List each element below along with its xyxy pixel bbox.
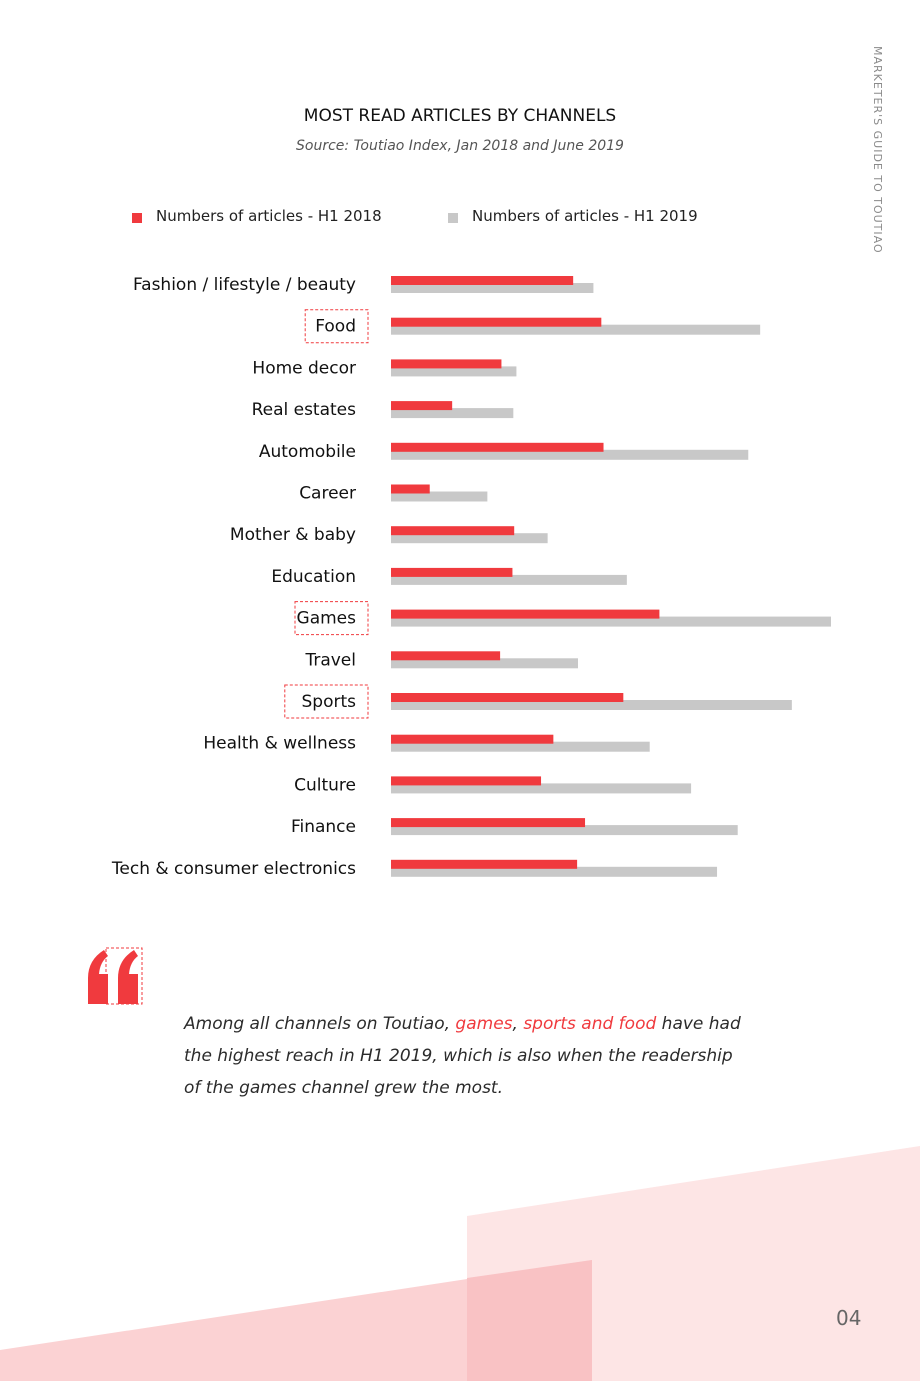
bar-2018-automobile (391, 442, 604, 452)
bar-2019-real-estates (391, 408, 514, 419)
bar-2018-career (391, 484, 430, 494)
category-label-health-wellness: Health & wellness (203, 734, 356, 754)
bar-2019-tech-consumer-electronics (391, 866, 718, 877)
category-label-automobile: Automobile (259, 442, 356, 462)
bar-2019-travel (391, 658, 578, 669)
quote-highlight-sports-food: sports and food (523, 1014, 657, 1034)
bar-2018-culture (391, 776, 542, 786)
category-label-food: Food (315, 317, 356, 337)
bar-2019-home-decor (391, 366, 517, 377)
bar-2018-travel (391, 651, 501, 661)
bar-2019-education (391, 574, 627, 585)
highlight-box-food (304, 309, 369, 344)
category-label-real-estates: Real estates (252, 400, 357, 420)
category-label-career: Career (299, 484, 356, 504)
bar-2019-career (391, 491, 488, 502)
legend-swatch-2019 (448, 213, 458, 223)
category-label-fashion-lifestyle-beauty: Fashion / lifestyle / beauty (133, 275, 356, 295)
bar-2018-finance (391, 818, 586, 828)
quote-mark-icon (88, 947, 143, 1005)
bar-2019-fashion-lifestyle-beauty (391, 283, 594, 293)
category-label-tech-consumer-electronics: Tech & consumer electronics (111, 859, 356, 879)
side-label: MARKETER'S GUIDE TO TOUTIAO (871, 46, 884, 254)
chart-source: Source: Toutiao Index, Jan 2018 and June… (296, 138, 624, 154)
bar-chart: Fashion / lifestyle / beauty Food Home dec… (111, 275, 831, 879)
quote-comma: , (512, 1014, 524, 1034)
bar-2019-culture (391, 783, 692, 794)
bar-2018-sports (391, 693, 624, 702)
bar-2018-real-estates (391, 401, 453, 411)
bar-2019-finance (391, 825, 738, 836)
category-label-mother-baby: Mother & baby (230, 525, 356, 545)
highlight-box-sports (284, 684, 369, 719)
bar-2018-food (391, 317, 602, 327)
bar-2019-health-wellness (391, 741, 650, 752)
bar-2018-education (391, 567, 513, 577)
bar-2018-fashion-lifestyle-beauty (391, 276, 574, 285)
category-label-home-decor: Home decor (252, 358, 356, 378)
quote-before: Among all channels on Toutiao, (184, 1014, 456, 1034)
bar-2019-sports (391, 700, 792, 710)
bar-2018-home-decor (391, 359, 502, 369)
bar-2019-food (391, 324, 761, 335)
bar-2018-mother-baby (391, 526, 515, 536)
bar-2019-mother-baby (391, 533, 548, 544)
quote-after: have had the highest reach in H1 2019, w… (184, 1014, 741, 1098)
page-number: 04 (836, 1306, 862, 1330)
quote-text: Among all channels on Toutiao, games, sp… (184, 1008, 744, 1104)
legend-label-2018: Numbers of articles - H1 2018 (156, 207, 382, 225)
bar-2018-health-wellness (391, 734, 554, 744)
category-label-culture: Culture (294, 775, 356, 795)
quote-highlight-games: games (455, 1014, 513, 1034)
legend-label-2019: Numbers of articles - H1 2019 (472, 207, 698, 225)
highlight-box-games (294, 601, 369, 636)
category-label-games: Games (297, 609, 357, 629)
category-label-travel: Travel (304, 650, 356, 670)
background-decoration (0, 1146, 920, 1381)
bar-2019-games (391, 616, 831, 627)
bar-2018-games (391, 609, 660, 619)
legend-swatch-2018 (132, 213, 142, 223)
bar-2018-tech-consumer-electronics (391, 859, 578, 869)
bar-2019-automobile (391, 449, 749, 460)
chart-title: MOST READ ARTICLES BY CHANNELS (303, 106, 617, 126)
category-label-education: Education (271, 567, 356, 587)
category-label-sports: Sports (302, 692, 357, 712)
category-label-finance: Finance (291, 817, 356, 837)
